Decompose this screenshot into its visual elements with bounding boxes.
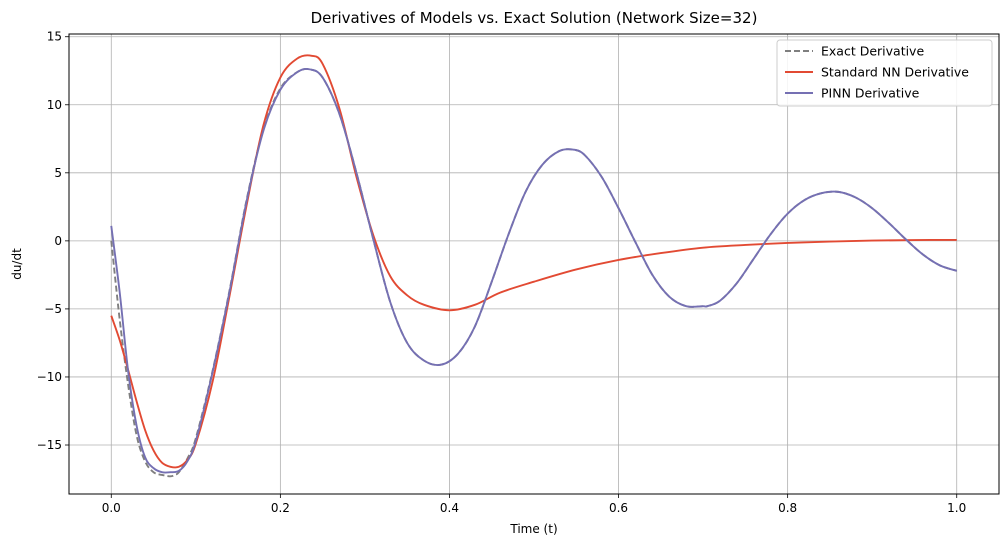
legend-label: Standard NN Derivative xyxy=(821,65,969,80)
x-tick-label: 0.4 xyxy=(440,501,459,515)
y-tick-label: 10 xyxy=(47,98,62,112)
series-line-standard-nn-derivative xyxy=(110,54,957,469)
x-tick-label: 0.8 xyxy=(778,501,797,515)
y-tick-label: 0 xyxy=(54,234,62,248)
x-tick-label: 0.2 xyxy=(271,501,290,515)
y-tick-label: −15 xyxy=(37,438,62,452)
x-axis-label: Time (t) xyxy=(509,522,557,536)
legend-label: PINN Derivative xyxy=(821,86,920,101)
y-axis-label: du/dt xyxy=(10,248,24,280)
y-axis: −15 −10 −5 0 5 10 15 xyxy=(37,30,69,452)
series-lines xyxy=(110,54,958,478)
legend-box xyxy=(776,39,993,107)
y-tick-label: 15 xyxy=(47,30,62,44)
x-axis: 0.0 0.2 0.4 0.6 0.8 1.0 xyxy=(102,494,966,515)
y-tick-label: 5 xyxy=(54,166,62,180)
legend: Exact Derivative Standard NN Derivative PI… xyxy=(776,39,993,107)
x-tick-label: 0.0 xyxy=(102,501,121,515)
x-tick-label: 1.0 xyxy=(947,501,966,515)
plot-frame xyxy=(68,33,1000,495)
x-tick-label: 0.6 xyxy=(609,501,628,515)
y-tick-label: −10 xyxy=(37,370,62,384)
chart-title: Derivatives of Models vs. Exact Solution… xyxy=(311,9,758,27)
legend-label: Exact Derivative xyxy=(821,44,924,59)
y-tick-label: −5 xyxy=(44,302,62,316)
series-line-pinn-derivative xyxy=(110,67,958,474)
